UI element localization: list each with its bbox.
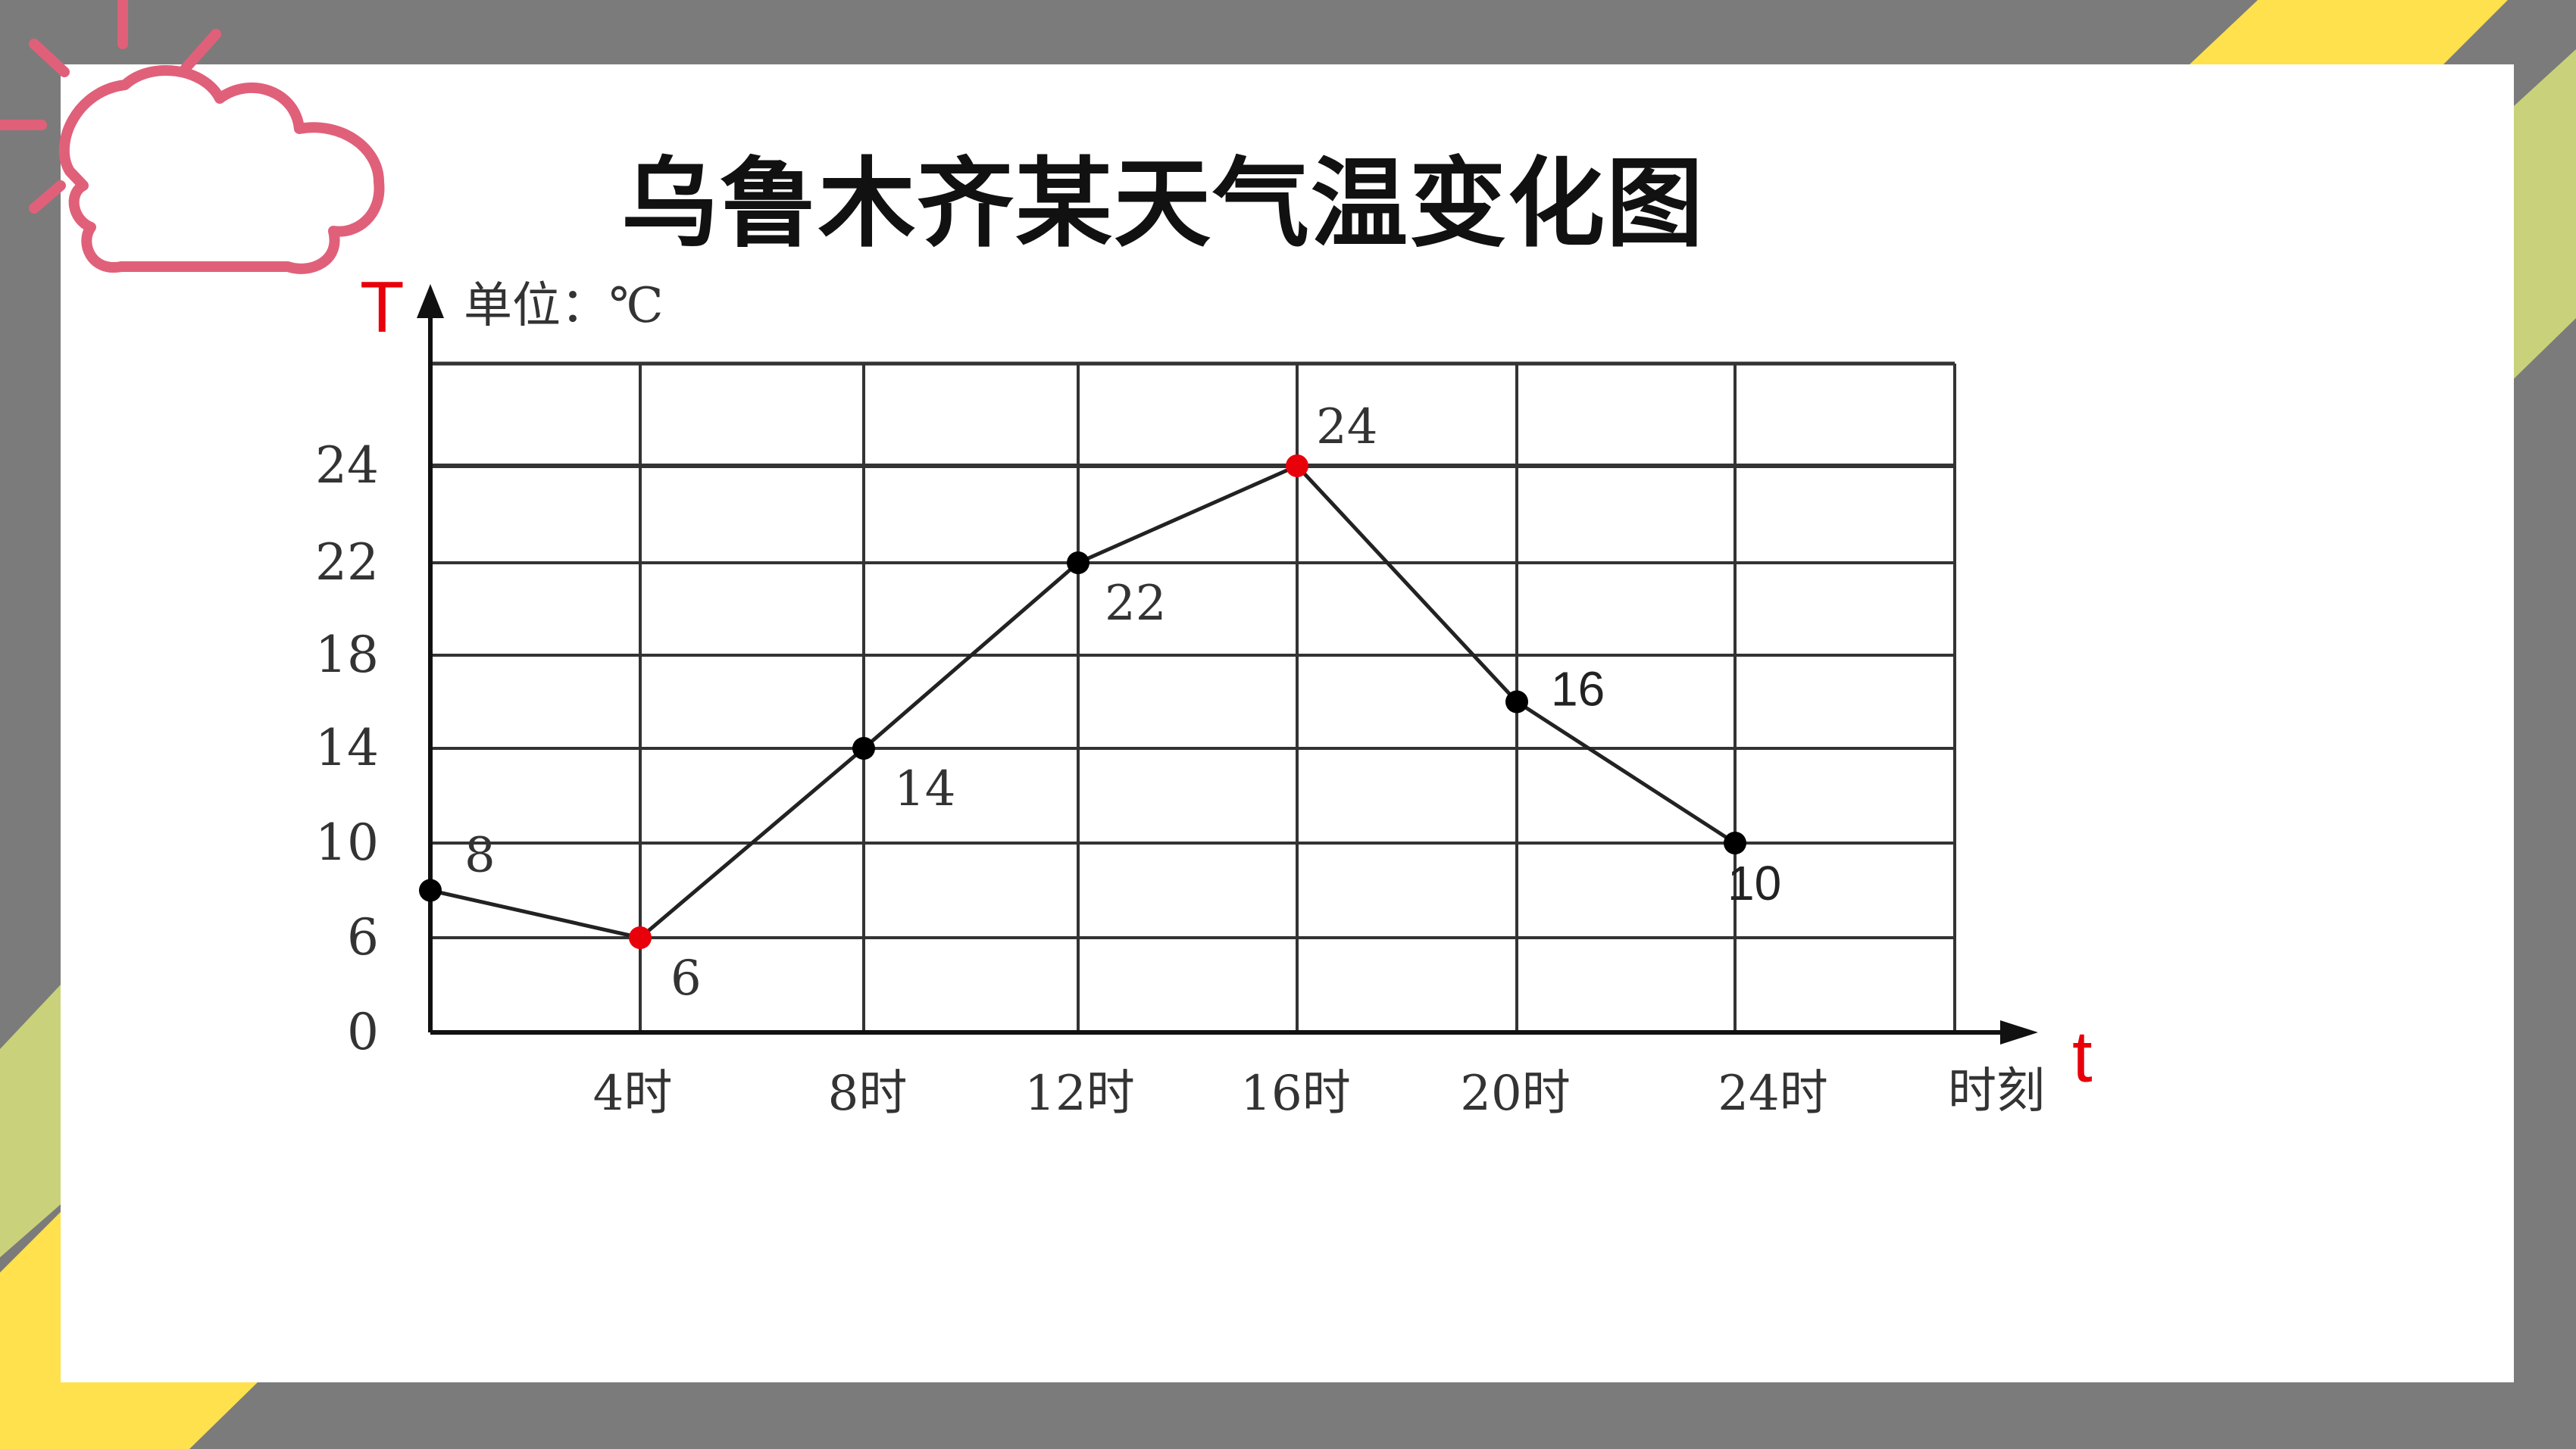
x-axis-arrow — [2000, 1020, 2038, 1045]
data-point — [1724, 832, 1746, 854]
y-tick-label: 0 — [347, 1003, 379, 1061]
x-tick-label: 20时 — [1460, 1066, 1570, 1122]
y-tick-label: 10 — [315, 814, 379, 872]
data-point — [629, 926, 652, 949]
bottom-left-yellow-stripe — [0, 1212, 258, 1449]
data-point — [1286, 454, 1308, 477]
y-tick-label: 6 — [347, 908, 379, 967]
x-tick-label: 24时 — [1718, 1066, 1827, 1122]
data-label: 22 — [1105, 576, 1166, 632]
data-label: 10 — [1727, 856, 1781, 910]
y-tick-label: 24 — [315, 436, 379, 495]
data-label: 8 — [464, 828, 496, 884]
y-tick-label: 22 — [315, 533, 379, 592]
data-label: 16 — [1551, 662, 1605, 717]
right-green-stripe — [2514, 49, 2576, 379]
x-tick-label: 12时 — [1024, 1066, 1134, 1122]
data-label: 14 — [894, 761, 955, 817]
data-point — [852, 737, 875, 760]
top-right-yellow-stripe — [2190, 0, 2508, 64]
y-tick-label: 14 — [315, 719, 379, 777]
y-axis-symbol: T — [360, 267, 405, 348]
page-title: 乌鲁木齐某天气温变化图 — [621, 148, 1705, 261]
y-tick-label: 18 — [315, 626, 379, 684]
series-line — [430, 463, 1737, 940]
x-tick-label: 16时 — [1240, 1066, 1350, 1122]
left-green-stripe — [0, 985, 61, 1257]
data-point — [419, 879, 442, 902]
sun-cloud-icon — [0, 0, 385, 274]
data-point — [1067, 551, 1089, 574]
data-label: 6 — [671, 951, 702, 1007]
x-tick-label: 8时 — [828, 1066, 908, 1122]
slide-panel — [61, 64, 2514, 1382]
y-axis-arrow — [417, 284, 444, 318]
x-unit-label: 时刻 — [1948, 1063, 2045, 1120]
x-tick-label: 4时 — [593, 1066, 673, 1122]
data-point — [1505, 690, 1528, 714]
y-unit-label: 单位：℃ — [464, 278, 664, 334]
data-label: 24 — [1316, 399, 1377, 455]
x-axis-symbol: t — [2072, 1016, 2093, 1098]
